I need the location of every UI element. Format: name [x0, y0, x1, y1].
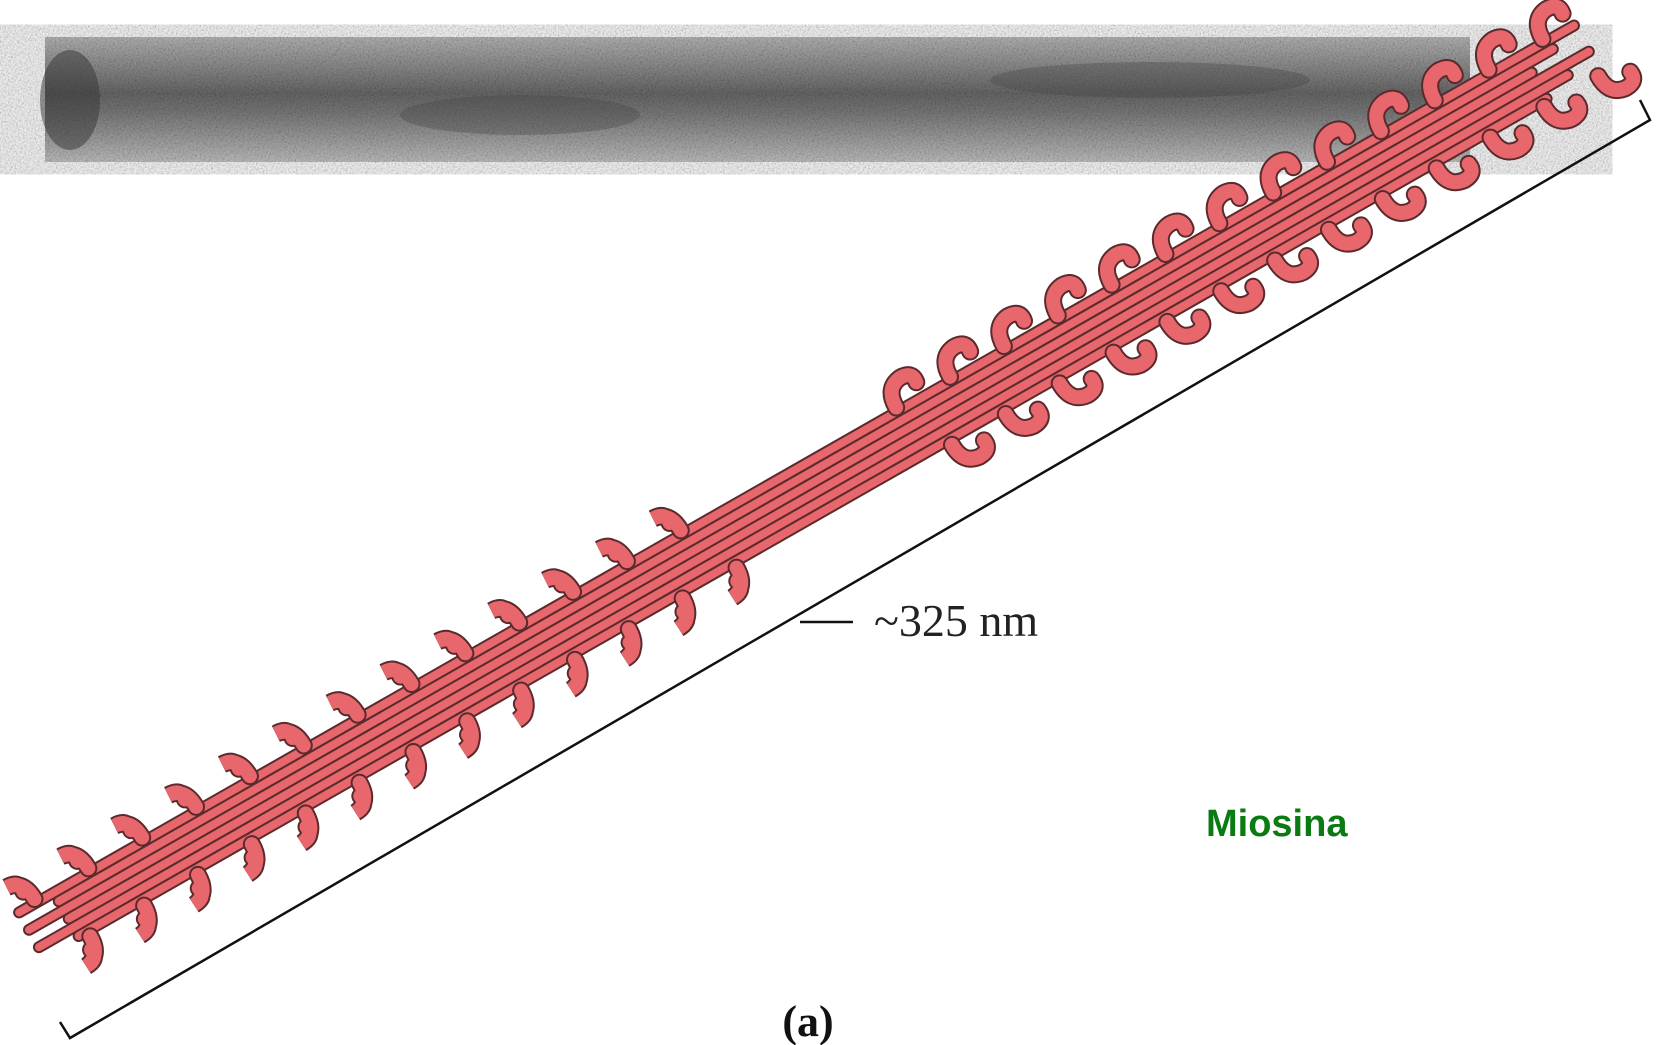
rod [29, 73, 1532, 930]
micrograph [40, 37, 1470, 162]
head [1598, 61, 1636, 97]
page: {"labels": {"length": "~325 nm", "name":… [0, 0, 1661, 1045]
rod [69, 52, 1589, 919]
length-bracket [60, 100, 1650, 1038]
length-label: ~325 nm [874, 595, 1038, 646]
panel-label: (a) [782, 997, 833, 1045]
protein-name: Miosina [1206, 803, 1348, 845]
figure: ~325 nm Miosina (a) [0, 0, 1661, 1045]
rod [59, 49, 1553, 901]
